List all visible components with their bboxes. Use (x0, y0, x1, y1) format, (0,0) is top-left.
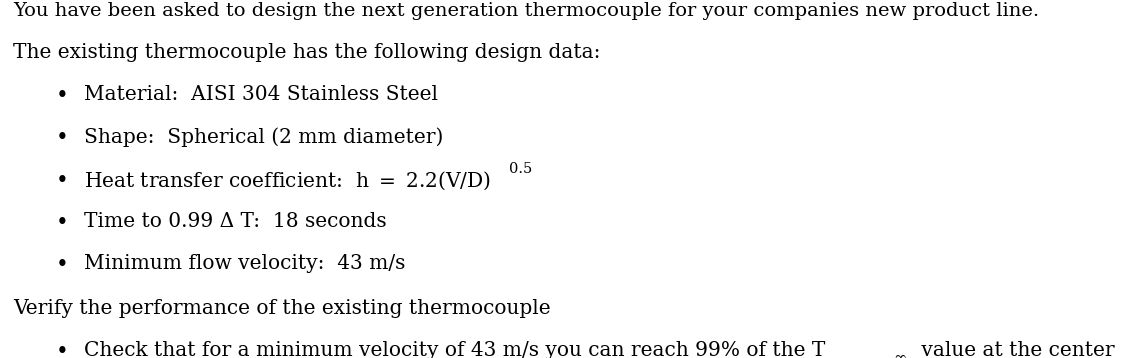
Text: Minimum flow velocity:  43 m/s: Minimum flow velocity: 43 m/s (84, 254, 405, 273)
Text: •: • (55, 170, 68, 192)
Text: value at the center of the: value at the center of the (914, 341, 1122, 358)
Text: •: • (55, 341, 68, 358)
Text: You have been asked to design the next generation thermocouple for your companie: You have been asked to design the next g… (13, 2, 1040, 20)
Text: ∞: ∞ (893, 350, 907, 358)
Text: The existing thermocouple has the following design data:: The existing thermocouple has the follow… (13, 43, 601, 62)
Text: 0.5: 0.5 (508, 162, 532, 176)
Text: Material:  AISI 304 Stainless Steel: Material: AISI 304 Stainless Steel (84, 85, 439, 104)
Text: Time to 0.99 Δ T:  18 seconds: Time to 0.99 Δ T: 18 seconds (84, 212, 387, 231)
Text: Verify the performance of the existing thermocouple: Verify the performance of the existing t… (13, 299, 551, 318)
Text: •: • (55, 212, 68, 234)
Text: Check that for a minimum velocity of 43 m/s you can reach 99% of the T: Check that for a minimum velocity of 43 … (84, 341, 826, 358)
Text: Heat transfer coefficient:  h $=$ 2.2(V/D): Heat transfer coefficient: h $=$ 2.2(V/D… (84, 170, 490, 192)
Text: Shape:  Spherical (2 mm diameter): Shape: Spherical (2 mm diameter) (84, 127, 443, 147)
Text: •: • (55, 85, 68, 107)
Text: •: • (55, 254, 68, 276)
Text: •: • (55, 127, 68, 149)
